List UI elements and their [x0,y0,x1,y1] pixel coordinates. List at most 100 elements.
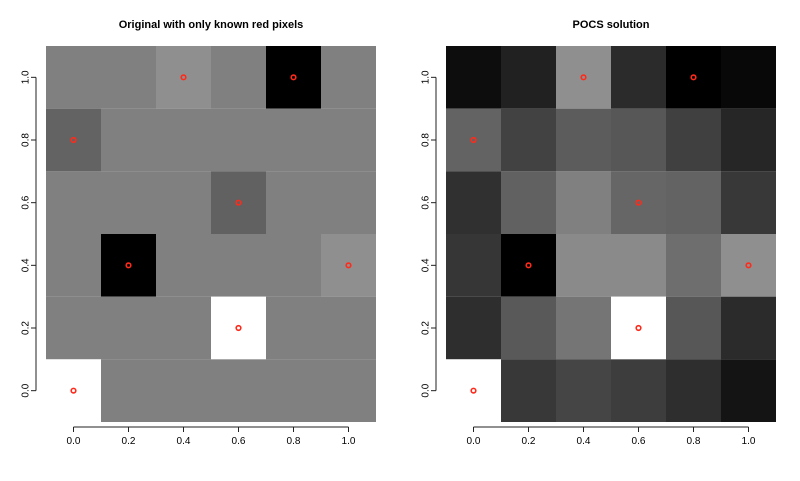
heatmap-cell [101,234,156,297]
heatmap-cell [46,359,101,422]
heatmap-cell [611,296,666,360]
heatmap-cell [321,171,376,234]
heatmap-cell [611,171,666,234]
x-tick-label: 1.0 [342,436,356,447]
y-tick-label: 0.8 [21,133,32,147]
y-tick-label: 1.0 [21,70,32,84]
heatmap-cell [321,296,376,360]
heatmap-cell [556,171,611,234]
x-tick-label: 1.0 [742,436,756,447]
x-tick-label: 0.2 [522,436,536,447]
heatmap-cell [501,46,556,109]
heatmap-cell [156,108,211,172]
heatmap-cell [721,46,776,109]
heatmap-cell [446,46,501,109]
heatmap-cell [211,46,266,109]
y-tick-label: 0.4 [21,258,32,272]
heatmap-cell [721,359,776,422]
heatmap-cell [556,359,611,422]
heatmap-cell [211,359,266,422]
y-tick-label: 0.8 [421,133,432,147]
y-tick-label: 0.2 [21,321,32,335]
heatmap-cell [501,234,556,297]
heatmap-cell [556,108,611,172]
heatmap-cell [721,108,776,172]
heatmap-cell [321,359,376,422]
heatmap-cell [446,359,501,422]
heatmap-cell [501,359,556,422]
heatmap-cell [46,296,101,360]
heatmap-cell [266,359,321,422]
y-tick-label: 0.6 [421,195,432,209]
x-tick-label: 0.4 [577,436,591,447]
panel-title: POCS solution [573,19,650,31]
known-pixel-marker [470,136,477,144]
y-tick-label: 0.0 [421,383,432,397]
known-pixel-marker [525,262,532,269]
heatmap-cell [266,108,321,172]
heatmap-cell [101,108,156,172]
heatmap-cell [211,171,266,234]
heatmap-cell [46,46,101,109]
heatmap-cell [211,108,266,172]
heatmap-cell [666,108,721,172]
heatmap-cell [721,171,776,234]
panel-title: Original with only known red pixels [119,19,304,31]
heatmap-cell [266,171,321,234]
known-pixel-marker [690,74,697,81]
known-pixel-marker [180,74,187,81]
heatmap-cell [611,46,666,109]
heatmap-cell [101,46,156,109]
known-pixel-marker [635,324,642,332]
known-pixel-marker [635,199,642,206]
heatmap-cell [101,171,156,234]
heatmap-cell [721,296,776,360]
panel-original: Original with only known red pixels 0.0 0… [21,19,376,447]
heatmap-cell [666,171,721,234]
y-tick-label: 0.4 [421,258,432,272]
heatmap-cell [446,171,501,234]
x-tick-label: 0.8 [687,436,701,447]
heatmap-cell [101,296,156,360]
heatmap-cell [556,234,611,297]
heatmap-cell [501,108,556,172]
heatmap-cell [666,46,721,109]
known-pixel-marker [580,74,587,81]
y-tick-label: 0.6 [21,195,32,209]
heatmap-cell [611,359,666,422]
heatmap-cell [556,46,611,109]
heatmap-cell [446,108,501,172]
heatmap-cell [666,359,721,422]
y-tick-label: 0.0 [21,383,32,397]
heatmap-cell [556,296,611,360]
heatmap-cell [266,296,321,360]
heatmap-cell [721,234,776,297]
known-pixel-marker [745,262,752,269]
x-tick-label: 0.8 [287,436,301,447]
heatmap-cell [446,296,501,360]
known-pixel-marker [345,262,352,269]
heatmap-cell [211,296,266,360]
x-tick-label: 0.2 [122,436,136,447]
heatmap-cell [101,359,156,422]
heatmap-cell [211,234,266,297]
heatmap-cell [156,171,211,234]
known-pixel-marker [125,262,132,269]
x-tick-label: 0.4 [177,436,191,447]
known-pixel-marker [70,136,77,144]
heatmap-cell [321,234,376,297]
heatmap-cell [266,234,321,297]
heatmap-cell [156,296,211,360]
x-tick-label: 0.6 [632,436,646,447]
heatmap-cell [611,234,666,297]
y-tick-label: 1.0 [421,70,432,84]
known-pixel-marker [235,199,242,206]
heatmap-cell [46,108,101,172]
heatmap-cell [666,234,721,297]
heatmap-cell [46,234,101,297]
known-pixel-marker [70,387,77,394]
heatmap-cell [501,296,556,360]
heatmap-cell [46,171,101,234]
heatmap-cell [611,108,666,172]
